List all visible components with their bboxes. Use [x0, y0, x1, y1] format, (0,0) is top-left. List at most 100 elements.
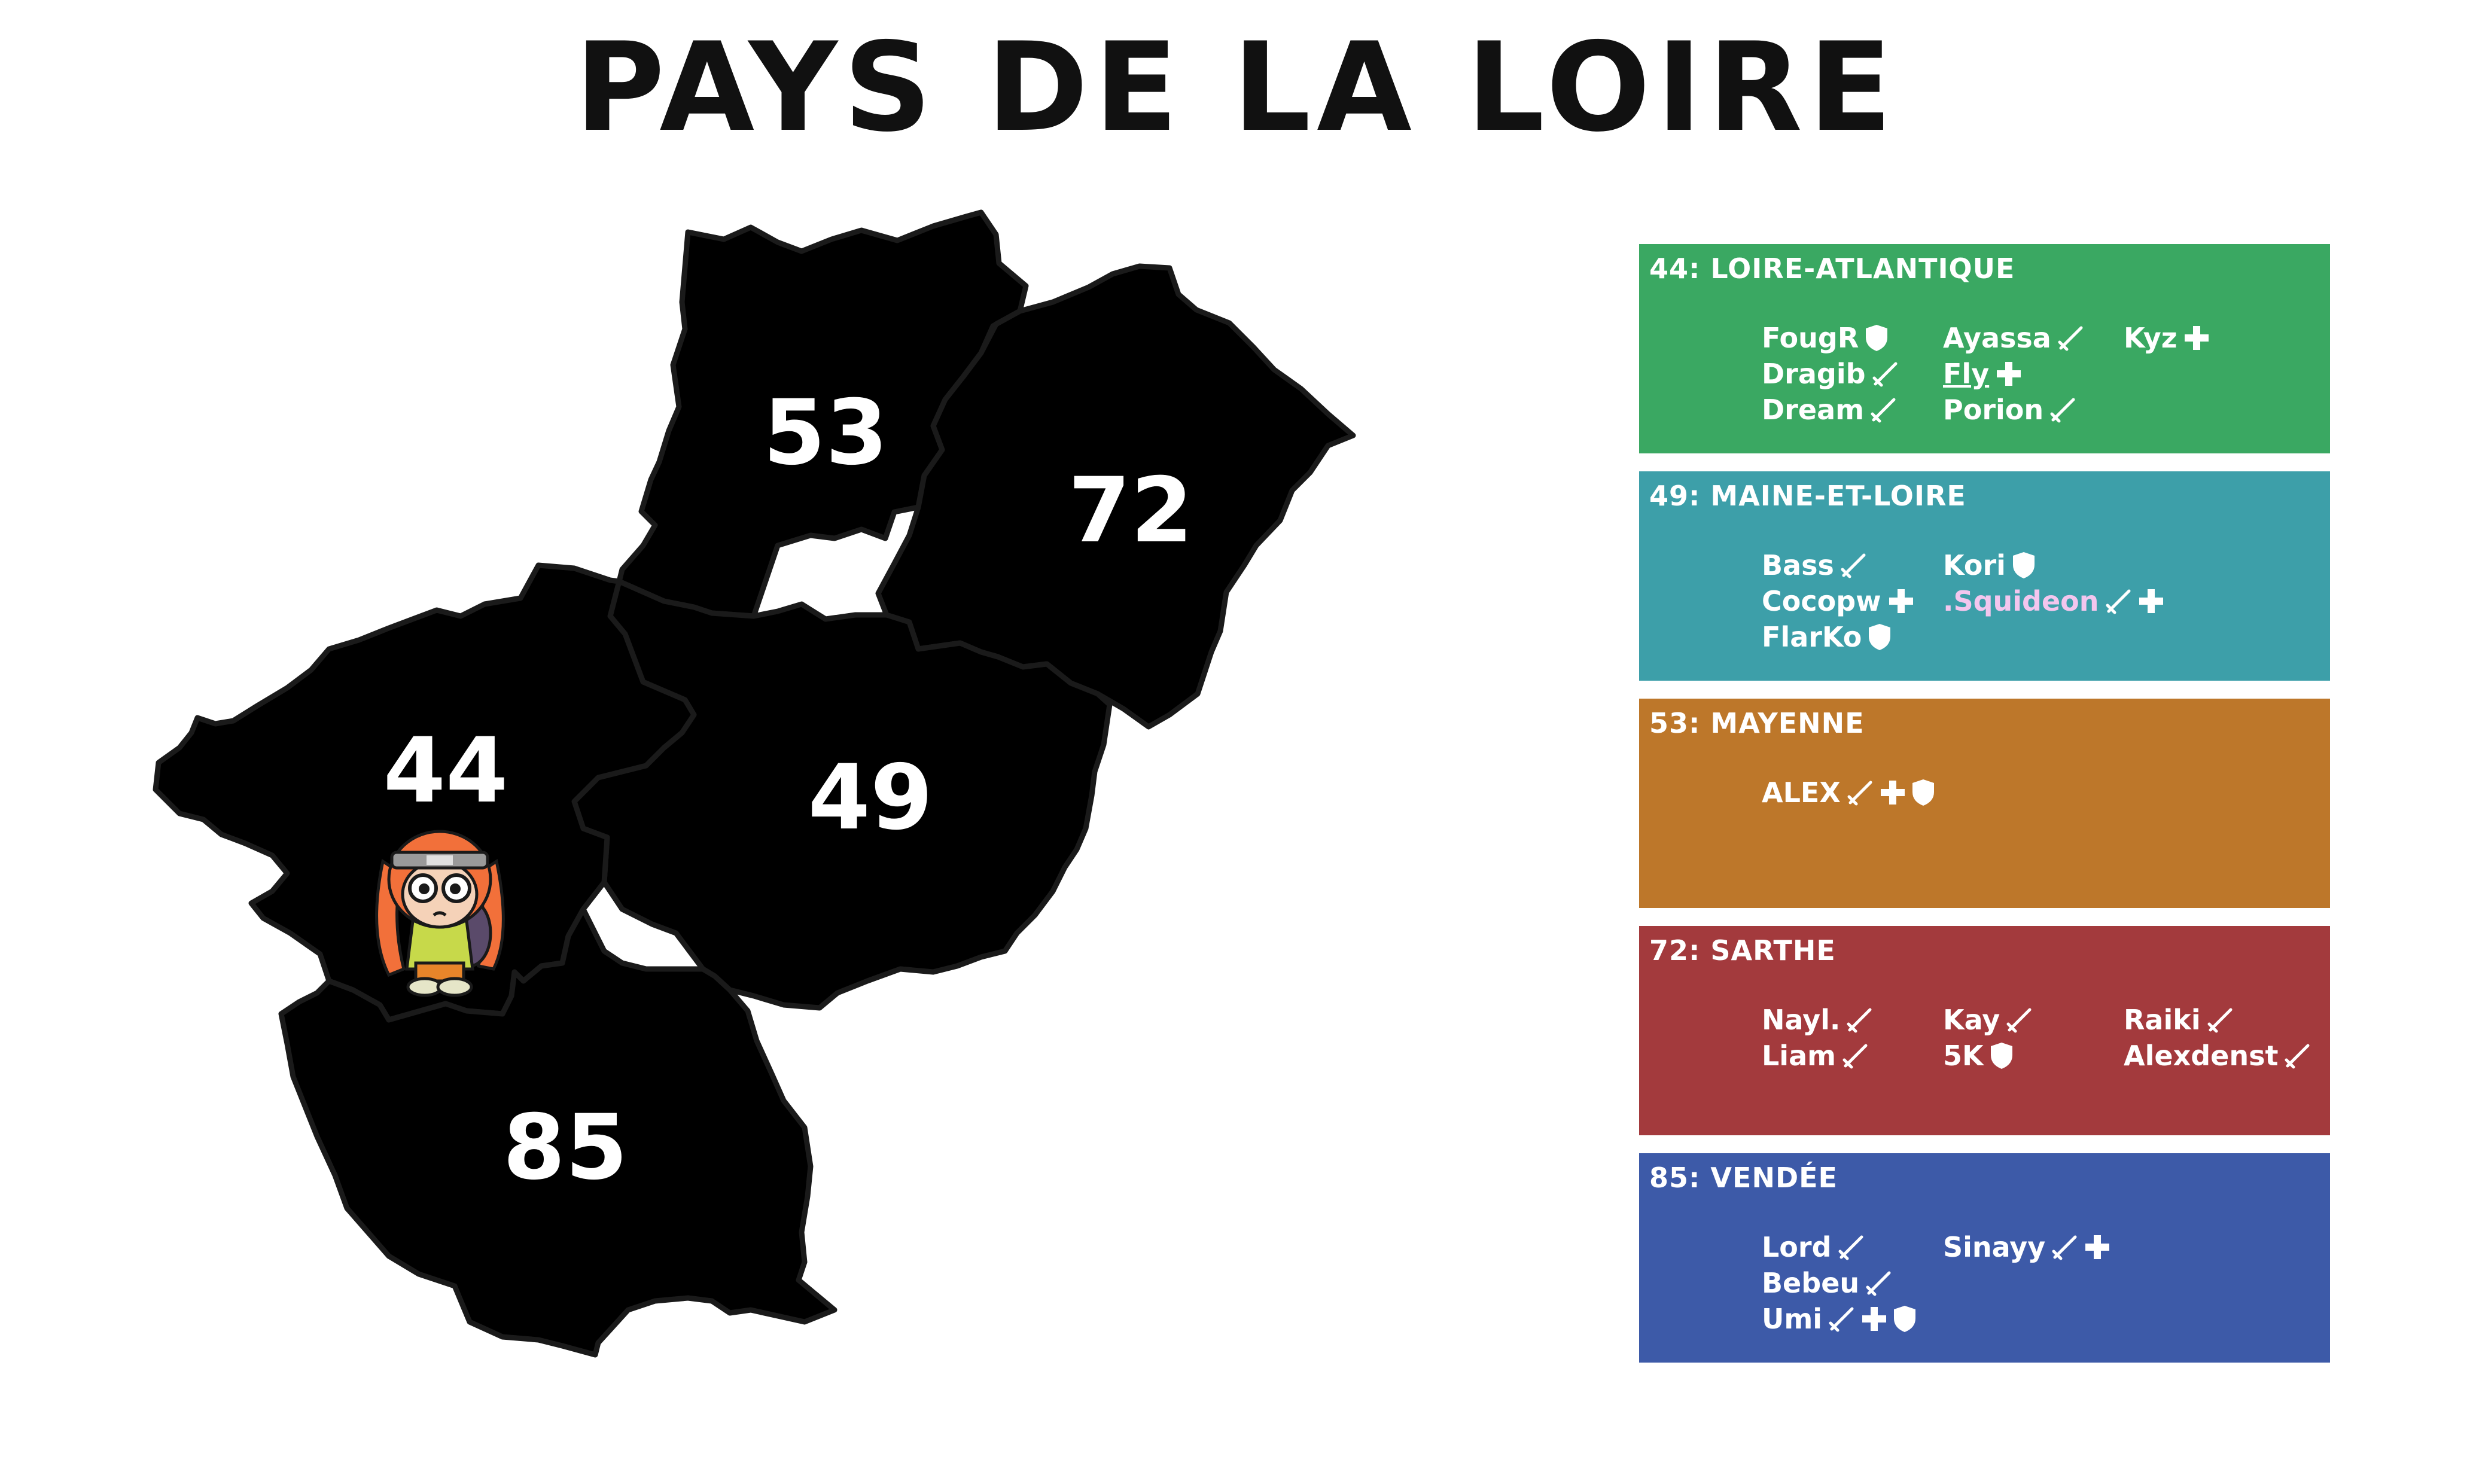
sword-icon: [2106, 589, 2131, 614]
player-entry: ALEX: [1762, 775, 1939, 810]
region-label-49: 49: [808, 746, 933, 850]
player-entry: Bebeu: [1762, 1266, 1896, 1300]
plus-icon: [2185, 326, 2209, 350]
player-name: Kyz: [2124, 322, 2177, 354]
inkling-character-icon: [375, 830, 505, 997]
role-icons: [1839, 550, 1871, 580]
player-entry: Kyz: [2124, 321, 2214, 355]
player-entry: Cocopw: [1762, 584, 1918, 618]
sword-icon: [1847, 1008, 1872, 1033]
sword-icon: [1841, 553, 1866, 578]
player-entry: Nayl.: [1762, 1002, 1877, 1037]
player-entry: FougR: [1762, 321, 1892, 355]
player-entry: Kori: [1943, 548, 2039, 583]
sword-icon: [2052, 1235, 2077, 1260]
player-name: Ayassa: [1943, 322, 2051, 354]
role-icons: [1863, 323, 1892, 353]
page-title: PAYS DE LA LOIRE: [575, 17, 1898, 159]
player-entry: Alexdenst: [2124, 1038, 2315, 1073]
player-entry: Lord: [1762, 1230, 1869, 1264]
department-panel-85: 85: VENDÉE Lord Bebeu Umi Sinayy: [1639, 1153, 2330, 1363]
player-name: Kori: [1943, 549, 2006, 581]
shield-icon: [1990, 1043, 2012, 1069]
department-panel-44: 44: LOIRE-ATLANTIQUE FougR Dragib Dream Ayas…: [1639, 244, 2330, 453]
department-panel-53: 53: MAYENNE ALEX: [1639, 699, 2330, 908]
player-name: Umi: [1762, 1303, 1823, 1335]
sword-icon: [2050, 398, 2075, 423]
player-name: Liam: [1762, 1040, 1837, 1072]
player-name: Bass: [1762, 549, 1834, 581]
region-label-72: 72: [1068, 459, 1193, 563]
player-entry: Fly: [1943, 356, 2026, 391]
player-entry: Dragib: [1762, 356, 1903, 391]
role-icons: [1845, 778, 1939, 807]
role-icons: [1988, 1041, 2017, 1071]
sword-icon: [2058, 326, 2083, 351]
player-entry: 5K: [1943, 1038, 2017, 1073]
sword-icon: [2285, 1044, 2310, 1069]
sword-icon: [1866, 1271, 1891, 1296]
sword-icon: [1842, 1044, 1868, 1069]
shield-icon: [1869, 624, 1891, 650]
role-icons: [1869, 395, 1901, 425]
department-panel-49: 49: MAINE-ET-LOIRE Bass Cocopw FlarKo Kori .S…: [1639, 471, 2330, 681]
player-name: Fly: [1943, 358, 1990, 390]
player-name: 5K: [1943, 1040, 1984, 1072]
player-name: Dragib: [1762, 358, 1866, 390]
player-name: Alexdenst: [2124, 1040, 2279, 1072]
region-label-85: 85: [503, 1096, 628, 1200]
region-label-53: 53: [763, 381, 888, 485]
sword-icon: [2207, 1008, 2233, 1033]
player-entry: FlarKo: [1762, 620, 1895, 654]
plus-icon: [1880, 781, 1905, 805]
role-icons: [1864, 1268, 1896, 1298]
panel-title: 85: VENDÉE: [1649, 1162, 1838, 1194]
player-name: Porion: [1943, 394, 2044, 426]
shield-icon: [1866, 325, 1888, 351]
player-entry: Liam: [1762, 1038, 1873, 1073]
role-icons: [2283, 1041, 2315, 1071]
player-entry: Porion: [1943, 392, 2081, 427]
player-name: Cocopw: [1762, 585, 1881, 617]
department-53-mayenne[interactable]: [616, 209, 1029, 619]
player-entry: Umi: [1762, 1302, 1920, 1336]
role-icons: [2206, 1005, 2238, 1035]
role-icons: [2050, 1232, 2115, 1262]
role-icons: [1871, 359, 1903, 389]
role-icons: [1886, 586, 1918, 616]
player-name: Kay: [1943, 1004, 2000, 1036]
panel-title: 44: LOIRE-ATLANTIQUE: [1649, 252, 2015, 285]
player-entry: Raiki: [2124, 1002, 2238, 1037]
player-name: Lord: [1762, 1231, 1832, 1263]
player-name: .Squideon: [1943, 585, 2099, 617]
role-icons: [1827, 1304, 1920, 1334]
player-name: Bebeu: [1762, 1267, 1860, 1299]
plus-icon: [2085, 1235, 2110, 1259]
region-map: 53 72 44 49 85: [153, 209, 1356, 1358]
panel-title: 49: MAINE-ET-LOIRE: [1649, 480, 1966, 512]
sword-icon: [1872, 362, 1898, 387]
role-icons: [2011, 550, 2039, 580]
player-entry: Kay: [1943, 1002, 2037, 1037]
player-entry: Ayassa: [1943, 321, 2088, 355]
player-name: Dream: [1762, 394, 1865, 426]
player-entry: .Squideon: [1943, 584, 2169, 618]
role-icons: [1866, 622, 1895, 652]
player-entry: Dream: [1762, 392, 1901, 427]
department-85-vendee[interactable]: [278, 906, 837, 1358]
panel-title: 53: MAYENNE: [1649, 707, 1865, 739]
role-icons: [1837, 1232, 1869, 1262]
player-name: Raiki: [2124, 1004, 2201, 1036]
plus-icon: [1889, 589, 1913, 613]
sword-icon: [1847, 781, 1872, 806]
sword-icon: [1838, 1235, 1863, 1260]
region-label-44: 44: [383, 719, 508, 823]
role-icons: [2056, 323, 2088, 353]
plus-icon: [1862, 1307, 1887, 1331]
panel-title: 72: SARTHE: [1649, 934, 1836, 967]
shield-icon: [1912, 779, 1934, 806]
role-icons: [1841, 1041, 1873, 1071]
player-name: FougR: [1762, 322, 1859, 354]
department-panel-72: 72: SARTHE Nayl. Liam Kay 5K Raiki Alexdenst: [1639, 926, 2330, 1135]
department-72-sarthe[interactable]: [875, 263, 1356, 730]
